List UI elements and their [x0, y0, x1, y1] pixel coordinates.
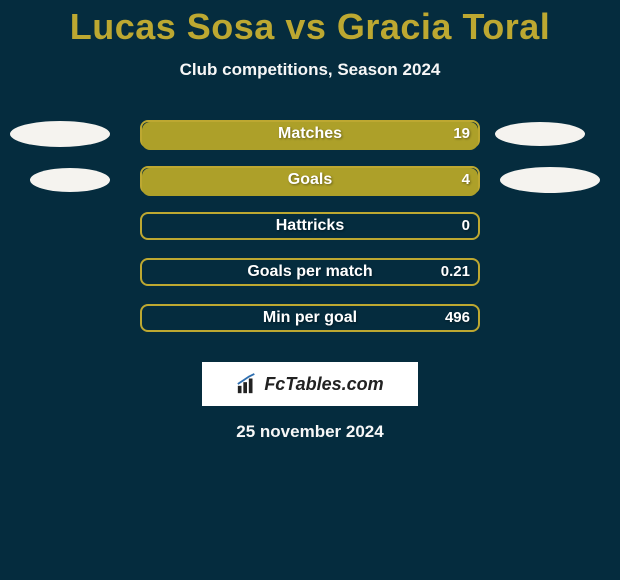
stat-row: Goals per match0.21: [0, 258, 620, 304]
player-ellipse: [10, 121, 110, 147]
bar-fill: [142, 168, 478, 196]
bar-chart-icon: [236, 373, 258, 395]
player-ellipse: [500, 167, 600, 193]
bar-track: [140, 212, 480, 240]
player-ellipse: [30, 168, 110, 192]
player-ellipse: [495, 122, 585, 146]
bar-track: [140, 304, 480, 332]
bar-track: [140, 258, 480, 286]
page-subtitle: Club competitions, Season 2024: [0, 60, 620, 80]
page-title: Lucas Sosa vs Gracia Toral: [0, 0, 620, 48]
stat-row: Matches19: [0, 120, 620, 166]
bar-track: [140, 166, 480, 194]
logo-text: FcTables.com: [264, 374, 383, 395]
bar-track: [140, 120, 480, 148]
date-text: 25 november 2024: [0, 422, 620, 442]
logo-box: FcTables.com: [202, 362, 418, 406]
stat-row: Goals4: [0, 166, 620, 212]
stat-row: Hattricks0: [0, 212, 620, 258]
bar-fill: [142, 122, 478, 150]
stat-row: Min per goal496: [0, 304, 620, 350]
comparison-infographic: Lucas Sosa vs Gracia Toral Club competit…: [0, 0, 620, 580]
stats-bars: Matches19Goals4Hattricks0Goals per match…: [0, 120, 620, 350]
